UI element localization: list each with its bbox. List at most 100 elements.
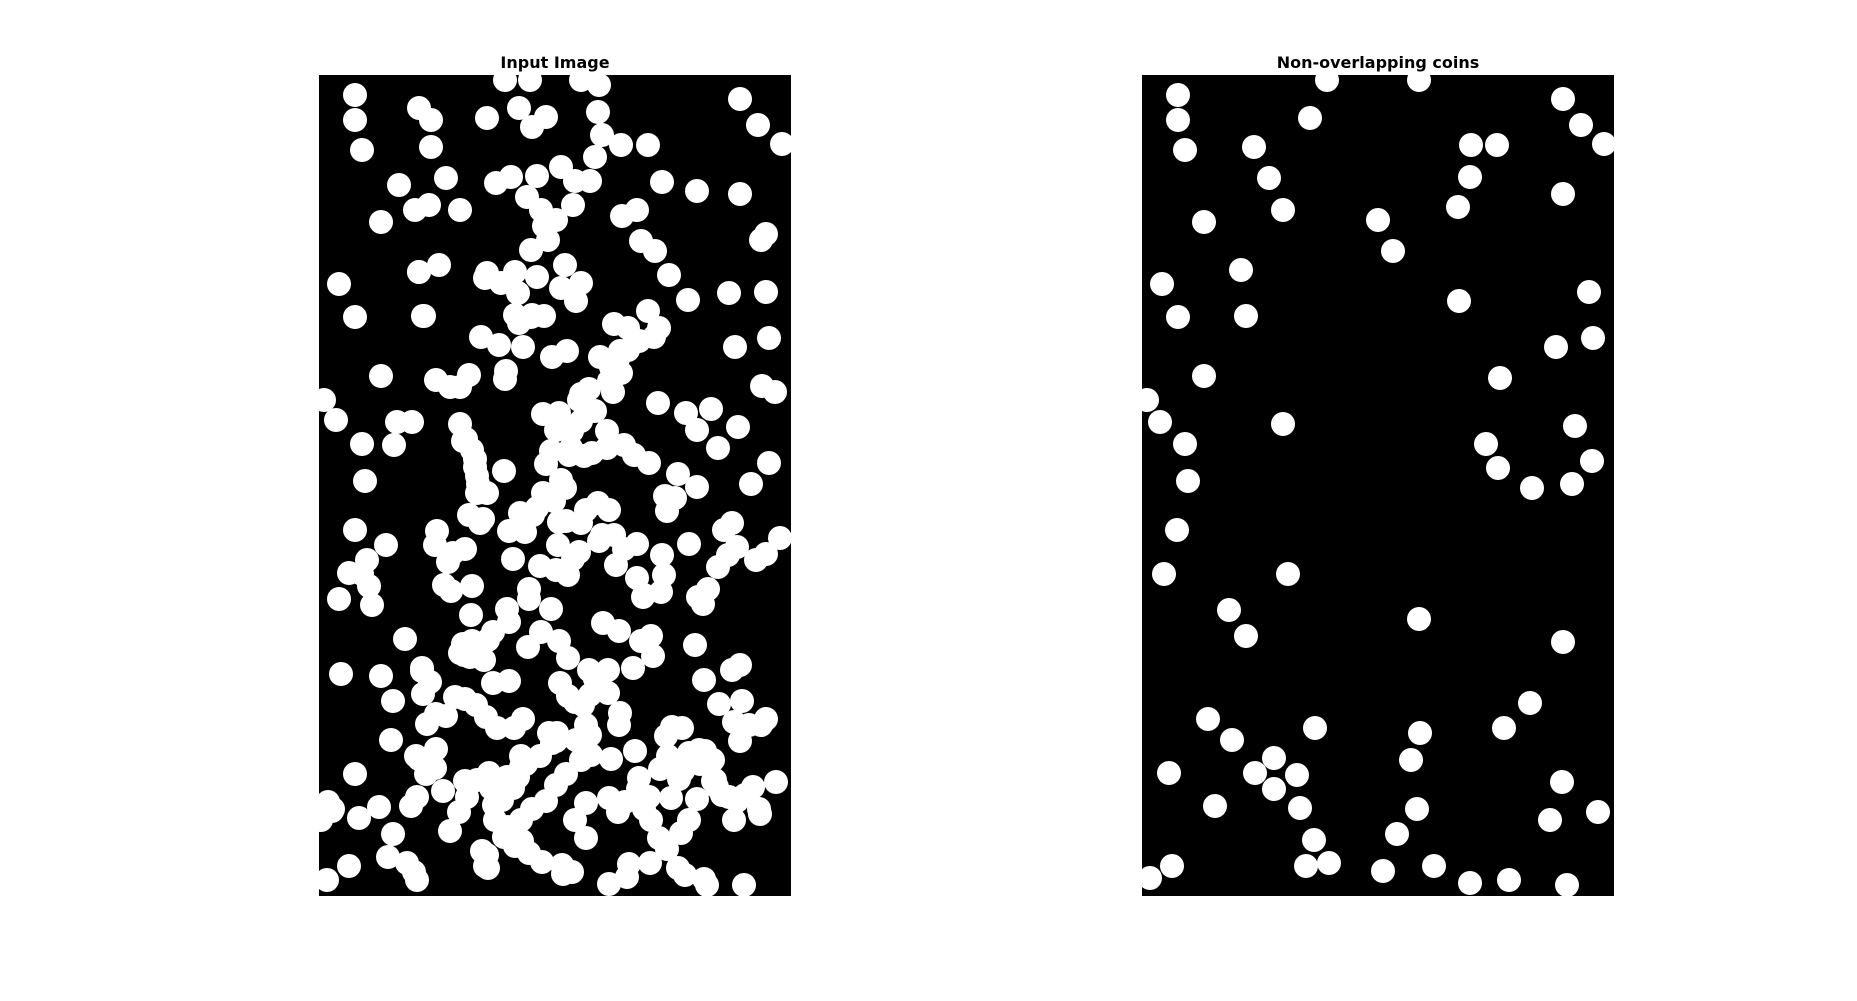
coin-blob bbox=[569, 511, 593, 535]
coin-blob bbox=[720, 658, 744, 682]
coin-blob bbox=[407, 260, 431, 284]
coin-blob bbox=[481, 671, 505, 695]
coin-blob bbox=[757, 326, 781, 350]
coin-blob bbox=[448, 375, 472, 399]
coin-blob bbox=[590, 123, 614, 147]
coin-blob bbox=[1234, 304, 1258, 328]
coin-blob bbox=[1271, 412, 1295, 436]
coin-blob bbox=[1488, 366, 1512, 390]
coin-blob bbox=[423, 756, 447, 780]
coin-blob bbox=[692, 668, 716, 692]
coin-blob bbox=[385, 410, 409, 434]
coin-blob bbox=[1538, 808, 1562, 832]
coin-blob bbox=[627, 766, 651, 790]
coin-blob bbox=[754, 280, 778, 304]
coin-blob bbox=[564, 728, 588, 752]
coin-blob bbox=[1196, 707, 1220, 731]
coin-blob bbox=[343, 108, 367, 132]
coin-blob bbox=[1563, 414, 1587, 438]
coin-blob bbox=[1459, 133, 1483, 157]
coin-blob bbox=[1551, 87, 1575, 111]
coin-blob bbox=[574, 826, 598, 850]
coin-blob bbox=[350, 138, 374, 162]
panel-title-non-overlapping-coins: Non-overlapping coins bbox=[1276, 53, 1480, 72]
coin-blob bbox=[615, 865, 639, 889]
coin-blob bbox=[732, 873, 756, 896]
coin-blob bbox=[453, 769, 477, 793]
coin-blob bbox=[623, 739, 647, 763]
coin-blob bbox=[685, 179, 709, 203]
coin-blob bbox=[452, 643, 476, 667]
coin-blob bbox=[712, 518, 736, 542]
coin-blob bbox=[507, 96, 531, 120]
coin-blob bbox=[1288, 796, 1312, 820]
coin-blob bbox=[1486, 456, 1510, 480]
coin-blob bbox=[597, 498, 621, 522]
coin-blob bbox=[1447, 289, 1471, 313]
coin-blob bbox=[427, 253, 451, 277]
coin-blob bbox=[768, 526, 791, 550]
coin-blob bbox=[639, 624, 663, 648]
coin-blob bbox=[587, 75, 611, 97]
coin-blob bbox=[1192, 210, 1216, 234]
coin-blob bbox=[321, 797, 345, 821]
coin-blob bbox=[770, 132, 791, 156]
coin-blob bbox=[1408, 721, 1432, 745]
coin-blob bbox=[499, 165, 523, 189]
coin-blob bbox=[657, 263, 681, 287]
coin-blob bbox=[1458, 165, 1482, 189]
coin-blob bbox=[636, 299, 660, 323]
coin-blob bbox=[1407, 75, 1431, 92]
coin-blob bbox=[496, 815, 520, 839]
coin-blob bbox=[754, 542, 778, 566]
coin-blob bbox=[337, 854, 361, 878]
coin-blob bbox=[555, 339, 579, 363]
coin-blob bbox=[534, 452, 558, 476]
coin-blob bbox=[695, 873, 719, 896]
coin-blob bbox=[609, 133, 633, 157]
coin-blob bbox=[327, 587, 351, 611]
coin-blob bbox=[571, 693, 595, 717]
coin-blob bbox=[1407, 607, 1431, 631]
coin-blob bbox=[1550, 770, 1574, 794]
coin-blob bbox=[647, 316, 671, 340]
coin-blob bbox=[722, 808, 746, 832]
coin-blob bbox=[511, 335, 535, 359]
coin-blob bbox=[1497, 868, 1521, 892]
coin-blob bbox=[501, 547, 525, 571]
coin-blob bbox=[475, 481, 499, 505]
coin-blob bbox=[757, 451, 781, 475]
coin-blob bbox=[1166, 83, 1190, 107]
coin-blob bbox=[492, 459, 516, 483]
coin-blob bbox=[1581, 326, 1605, 350]
coin-blob bbox=[1385, 822, 1409, 846]
coin-blob bbox=[1173, 432, 1197, 456]
coin-blob bbox=[676, 288, 700, 312]
coin-blob bbox=[577, 658, 601, 682]
coin-blob bbox=[607, 619, 631, 643]
coin-blob bbox=[730, 689, 754, 713]
coin-blob bbox=[656, 744, 680, 768]
coin-blob bbox=[747, 797, 771, 821]
coin-blob bbox=[319, 388, 336, 412]
coin-blob bbox=[539, 597, 563, 621]
coin-blob bbox=[674, 401, 698, 425]
coin-blob bbox=[1381, 239, 1405, 263]
coin-blob bbox=[685, 418, 709, 442]
coin-blob bbox=[1192, 364, 1216, 388]
coin-blob bbox=[659, 786, 683, 810]
coin-blob bbox=[343, 762, 367, 786]
coin-blob bbox=[395, 851, 419, 875]
coin-blob bbox=[722, 710, 746, 734]
coin-blob bbox=[1203, 794, 1227, 818]
coin-blob bbox=[586, 100, 610, 124]
coin-blob bbox=[1142, 866, 1162, 890]
coin-blob bbox=[1173, 138, 1197, 162]
coin-blob bbox=[1366, 208, 1390, 232]
coin-blob bbox=[1560, 472, 1584, 496]
coin-blob bbox=[1485, 133, 1509, 157]
coin-blob bbox=[374, 533, 398, 557]
non-overlapping-coins-panel bbox=[1142, 75, 1614, 896]
coin-blob bbox=[1399, 748, 1423, 772]
coin-blob bbox=[579, 743, 603, 767]
